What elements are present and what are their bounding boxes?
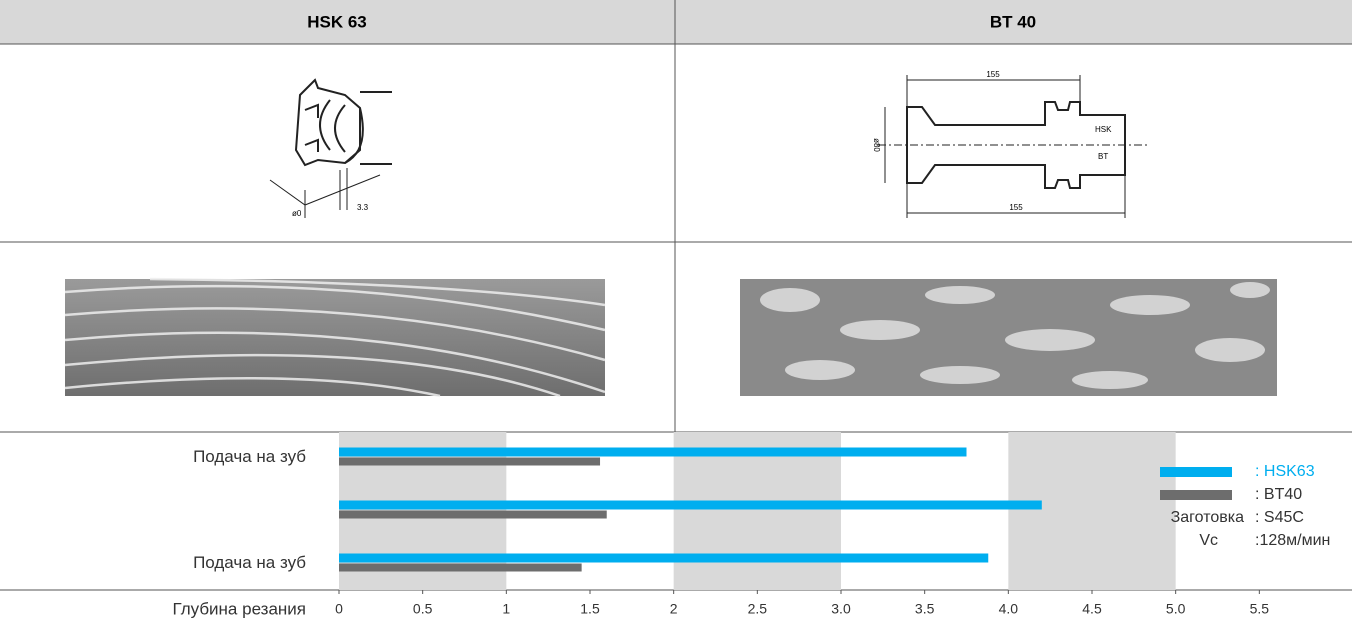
y-tick-label: Подача на зуб <box>193 553 306 572</box>
drawing-label: 3.3 <box>357 203 369 212</box>
legend-swatch <box>1160 490 1232 500</box>
legend-swatch <box>1160 467 1232 477</box>
page: HSK 63 BT 40 ø0 3.3 155 155 ø80 HSK BT <box>0 0 1352 628</box>
page-canvas: HSK 63 BT 40 ø0 3.3 155 155 ø80 HSK BT <box>0 0 1352 628</box>
legend-label: : HSK63 <box>1255 463 1315 480</box>
x-axis-label: Глубина резания <box>172 599 306 618</box>
legend-label: : BT40 <box>1255 486 1302 503</box>
x-tick-label: 4.5 <box>1082 601 1102 617</box>
drawing-label: BT <box>1098 152 1108 161</box>
note-label: Заготовка <box>1171 509 1244 526</box>
header: HSK 63 <box>307 12 367 31</box>
hsk-drawing <box>270 80 392 218</box>
x-tick-label: 0.5 <box>413 601 433 617</box>
band <box>1008 432 1175 590</box>
bar <box>339 448 967 457</box>
drawing-label: ø0 <box>292 209 302 218</box>
x-tick-label: 1.5 <box>580 601 600 617</box>
note-label: Vc <box>1199 532 1218 549</box>
bar <box>339 554 988 563</box>
bar <box>339 511 607 519</box>
x-tick-label: 5.5 <box>1250 601 1270 617</box>
x-tick-label: 2.5 <box>748 601 768 617</box>
x-tick-label: 5.0 <box>1166 601 1186 617</box>
bar <box>339 564 582 572</box>
x-tick-label: 3.5 <box>915 601 935 617</box>
x-tick-label: 4.0 <box>999 601 1019 617</box>
x-tick-label: 0 <box>335 601 343 617</box>
x-tick-label: 3.0 <box>831 601 851 617</box>
chart: 0 0.5 1 1.5 2 2.5 3.0 3.5 4.0 4.5 5.0 5.5 Глубина ре… <box>172 432 1330 618</box>
y-tick-label: Подача на зуб <box>193 447 306 466</box>
bt-drawing <box>878 75 1150 218</box>
drawing-label: ø80 <box>872 138 881 152</box>
note-value: : S45C <box>1255 509 1304 526</box>
header-bg <box>0 0 1352 44</box>
bar <box>339 501 1042 510</box>
x-tick-label: 2 <box>670 601 678 617</box>
note-value: :128м/мин <box>1255 532 1330 549</box>
bar <box>339 458 600 466</box>
x-tick-label: 1 <box>502 601 510 617</box>
bt-surface <box>740 279 1277 396</box>
drawing-label: 155 <box>986 70 1000 79</box>
drawing-label: 155 <box>1009 203 1023 212</box>
header: BT 40 <box>990 12 1036 31</box>
drawing-label: HSK <box>1095 125 1112 134</box>
hsk-surface <box>65 279 605 396</box>
